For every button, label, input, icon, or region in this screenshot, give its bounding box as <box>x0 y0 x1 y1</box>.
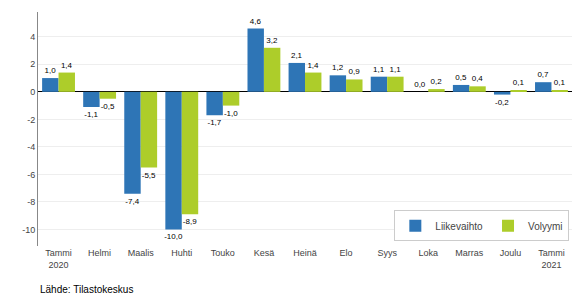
svg-text:Heinä: Heinä <box>293 248 317 258</box>
svg-text:Elo: Elo <box>340 248 353 258</box>
svg-text:Marras: Marras <box>455 248 484 258</box>
svg-text:-1,0: -1,0 <box>224 109 238 118</box>
svg-text:Joulu: Joulu <box>500 248 522 258</box>
svg-text:0,2: 0,2 <box>431 77 443 86</box>
svg-text:Touko: Touko <box>211 248 235 258</box>
svg-text:0,0: 0,0 <box>414 80 426 89</box>
svg-text:1,4: 1,4 <box>307 61 319 70</box>
svg-text:0,7: 0,7 <box>537 70 549 79</box>
svg-text:-7,4: -7,4 <box>125 197 139 206</box>
svg-text:0,4: 0,4 <box>472 74 484 83</box>
svg-text:Volyymi: Volyymi <box>528 221 562 232</box>
svg-text:-5,5: -5,5 <box>142 171 156 180</box>
svg-text:0,9: 0,9 <box>348 67 360 76</box>
svg-text:-10,0: -10,0 <box>164 232 183 241</box>
svg-text:Huhti: Huhti <box>171 248 192 258</box>
svg-text:0: 0 <box>30 87 35 97</box>
svg-text:1,1: 1,1 <box>390 65 402 74</box>
svg-text:1,2: 1,2 <box>332 63 344 72</box>
svg-text:0,5: 0,5 <box>455 73 467 82</box>
svg-text:4: 4 <box>30 32 35 42</box>
svg-text:Lähde: Tilastokeskus: Lähde: Tilastokeskus <box>40 284 133 295</box>
svg-text:-10: -10 <box>22 225 35 235</box>
svg-text:Loka: Loka <box>418 248 438 258</box>
svg-text:2: 2 <box>30 59 35 69</box>
svg-text:1,4: 1,4 <box>61 61 73 70</box>
svg-text:Liikevaihto: Liikevaihto <box>435 221 483 232</box>
svg-text:-8,9: -8,9 <box>183 217 197 226</box>
svg-text:Tammi2020: Tammi2020 <box>45 248 72 270</box>
svg-text:-0,5: -0,5 <box>101 102 115 111</box>
svg-text:0,1: 0,1 <box>513 78 525 87</box>
svg-text:-2: -2 <box>27 115 35 125</box>
svg-text:-4: -4 <box>27 142 35 152</box>
svg-text:0,1: 0,1 <box>554 78 566 87</box>
svg-text:2,1: 2,1 <box>291 51 303 60</box>
svg-text:-1,1: -1,1 <box>84 110 98 119</box>
svg-text:4,6: 4,6 <box>250 17 262 26</box>
svg-text:Syys: Syys <box>377 248 397 258</box>
svg-text:-0,2: -0,2 <box>495 98 509 107</box>
svg-text:3,2: 3,2 <box>266 36 278 45</box>
svg-text:1,0: 1,0 <box>44 66 56 75</box>
svg-text:Helmi: Helmi <box>88 248 111 258</box>
svg-text:-1,7: -1,7 <box>207 118 221 127</box>
svg-text:-6: -6 <box>27 170 35 180</box>
svg-text:1,1: 1,1 <box>373 65 385 74</box>
svg-text:Kesä: Kesä <box>254 248 275 258</box>
svg-text:-8: -8 <box>27 197 35 207</box>
svg-text:Maalis: Maalis <box>128 248 155 258</box>
svg-text:Tammi2021: Tammi2021 <box>538 248 565 270</box>
